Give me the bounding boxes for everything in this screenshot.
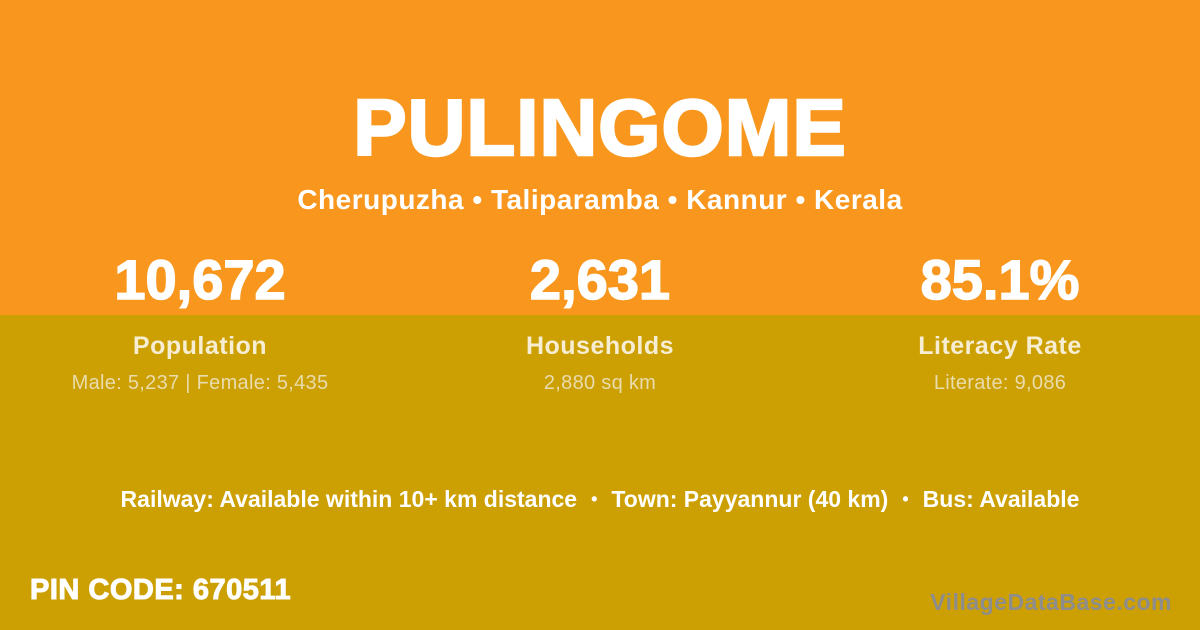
nearest-town-text: Town: Payyannur (40 km) — [611, 486, 889, 512]
stat-literacy-rate: 85.1% Literacy Rate Literate: 9,086 — [800, 248, 1200, 395]
bullet-separator: • — [902, 489, 909, 509]
households-label: Households — [525, 332, 675, 360]
population-value: 10,672 — [114, 248, 287, 311]
breadcrumb-location: Cherupuzha • Taliparamba • Kannur • Kera… — [297, 184, 903, 215]
households-detail: 2,880 sq km — [543, 372, 657, 394]
pin-code-text: PIN CODE: 670511 — [29, 574, 292, 607]
stat-households: 2,631 Households 2,880 sq km — [400, 248, 800, 395]
population-label: Population — [132, 332, 268, 360]
population-detail: Male: 5,237 | Female: 5,435 — [71, 372, 329, 394]
stats-row: 10,672 Population Male: 5,237 | Female: … — [0, 248, 1200, 395]
literacy-label: Literacy Rate — [918, 332, 1082, 360]
page-title: PULINGOME — [352, 83, 847, 172]
railway-availability-text: Railway: Available within 10+ km distanc… — [120, 486, 578, 512]
site-watermark: VillageDataBase.com — [930, 589, 1172, 615]
orange-header-band — [0, 0, 1200, 315]
literacy-value: 85.1% — [920, 248, 1080, 311]
households-value: 2,631 — [529, 248, 671, 311]
bus-availability-text: Bus: Available — [922, 486, 1080, 512]
transport-info-line: Railway: Available within 10+ km distanc… — [0, 486, 1200, 513]
stat-population: 10,672 Population Male: 5,237 | Female: … — [0, 248, 400, 395]
bullet-separator: • — [591, 489, 598, 509]
literacy-detail: Literate: 9,086 — [933, 372, 1067, 394]
